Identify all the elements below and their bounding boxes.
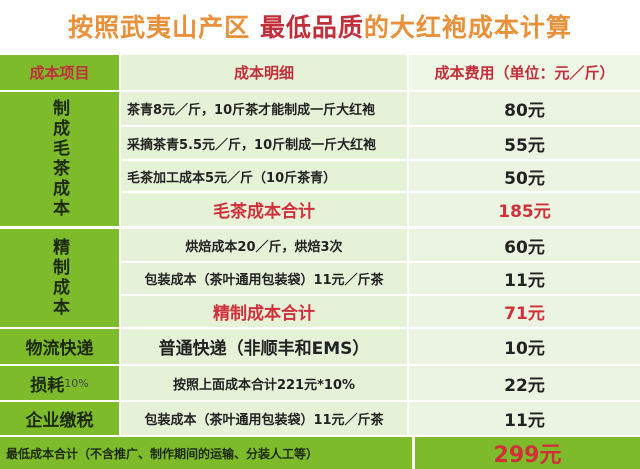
detail-cell: 采摘茶青5.5元／斤，10斤制成一斤大红袍 <box>121 127 407 159</box>
cost-cell: 50元 <box>409 161 640 191</box>
logistics-cost: 10元 <box>409 329 640 364</box>
total-label: 最低成本合计（不含推广、制作期间的运输、分装人工等） <box>0 437 412 469</box>
detail-cell: 茶青8元／斤，10斤茶才能制成一斤大红袍 <box>121 92 407 125</box>
subtotal-value: 185元 <box>409 193 640 226</box>
detail-cell: 毛茶加工成本5元／斤（10斤茶青） <box>121 161 407 191</box>
header-detail: 成本明细 <box>121 55 407 90</box>
tax-cost: 11元 <box>409 402 640 435</box>
logistics-detail: 普通快递（非顺丰和EMS） <box>121 329 407 364</box>
section-label-refining: 精制成本 <box>0 229 119 327</box>
cost-cell: 55元 <box>409 127 640 159</box>
title-part3: 的大红袍成本计算 <box>363 13 572 42</box>
total-value: 299元 <box>415 437 640 469</box>
detail-cell: 烘焙成本20／斤，烘焙3次 <box>121 229 407 261</box>
cost-cell: 60元 <box>409 229 640 261</box>
loss-pct: 10% <box>64 376 89 390</box>
title-highlight: 最低品质 <box>259 13 364 42</box>
loss-label-cell: 损耗 10% <box>0 366 119 400</box>
loss-label: 损耗 <box>30 375 65 396</box>
section-label-raw-tea: 制成毛茶成本 <box>0 92 119 226</box>
loss-detail: 按照上面成本合计221元*10% <box>121 366 407 400</box>
title-part1: 按照武夷山产区 <box>68 13 260 42</box>
tax-detail: 包装成本（茶叶通用包装袋）11元／斤茶 <box>121 402 407 435</box>
tax-label: 企业缴税 <box>0 402 119 435</box>
page-title: 按照武夷山产区 最低品质的大红袍成本计算 <box>0 8 640 44</box>
header-cost: 成本费用（单位：元／斤） <box>409 55 640 90</box>
subtotal-value: 71元 <box>409 296 640 327</box>
cost-cell: 11元 <box>409 263 640 294</box>
logistics-label: 物流快递 <box>0 329 119 364</box>
loss-cost: 22元 <box>409 366 640 400</box>
cost-cell: 80元 <box>409 92 640 125</box>
subtotal-label: 精制成本合计 <box>121 296 407 327</box>
header-item: 成本项目 <box>0 55 119 90</box>
detail-cell: 包装成本（茶叶通用包装袋）11元／斤茶 <box>121 263 407 294</box>
subtotal-label: 毛茶成本合计 <box>121 193 407 226</box>
